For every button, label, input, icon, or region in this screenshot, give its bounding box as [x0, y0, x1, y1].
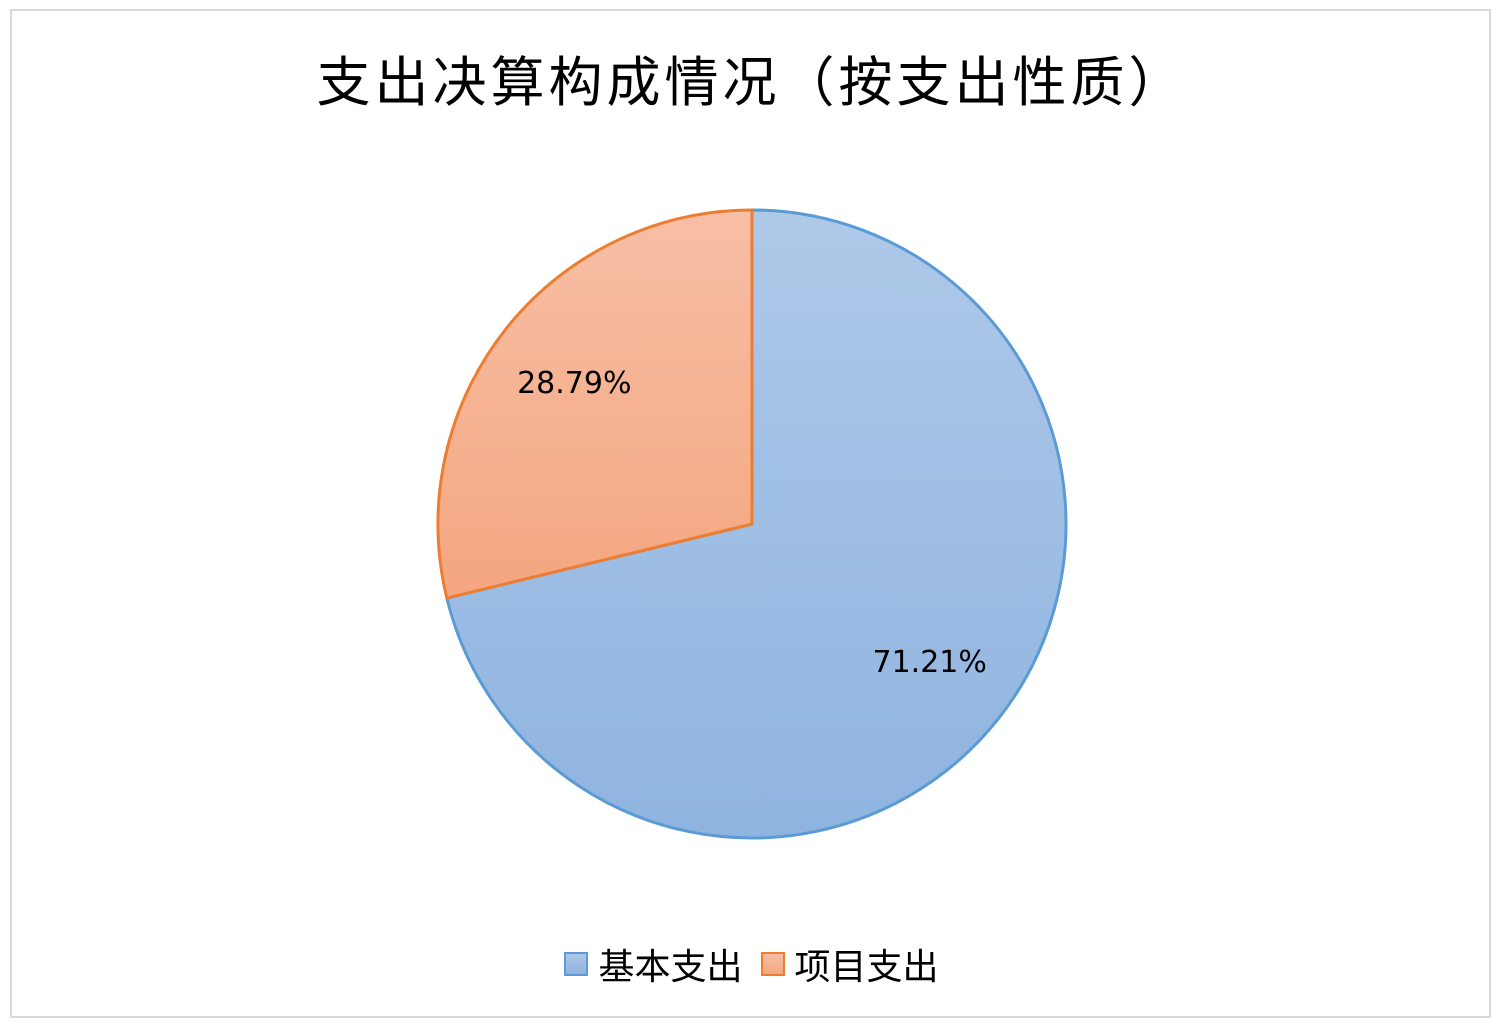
legend-item-project[interactable]: 项目支出 [760, 938, 939, 990]
legend: 基本支出 项目支出 [0, 938, 1503, 990]
legend-swatch-project [760, 952, 785, 976]
slice-label-basic: 71.21% [873, 645, 987, 680]
pie-slice-project[interactable] [436, 208, 754, 600]
slice-label-project: 28.79% [517, 366, 631, 401]
legend-label-project: 项目支出 [794, 947, 939, 988]
pie-slice-labels: 71.21% 28.79% [517, 366, 987, 680]
legend-label-basic: 基本支出 [598, 947, 743, 988]
pie-slice-basic[interactable] [445, 208, 1068, 840]
chart-title: 支出决算构成情况（按支出性质） [316, 51, 1187, 114]
pie-slices [436, 208, 1068, 840]
legend-item-basic[interactable]: 基本支出 [564, 938, 743, 990]
legend-swatch-basic [564, 952, 589, 976]
